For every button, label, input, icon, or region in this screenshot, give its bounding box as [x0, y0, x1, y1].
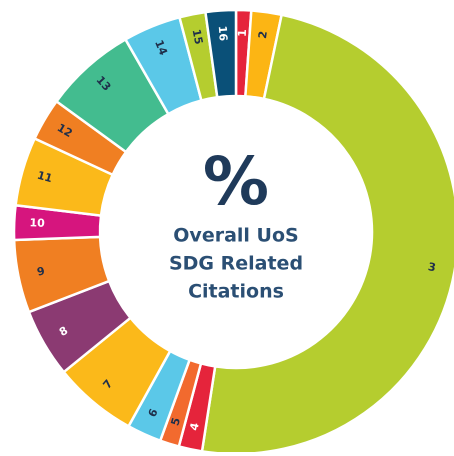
segment-label: 10: [29, 216, 45, 230]
segment-label: 1: [236, 29, 249, 37]
center-symbol: %: [203, 143, 269, 220]
segment-label: 2: [256, 30, 270, 39]
segment-label: 11: [36, 169, 54, 186]
segment-label: 9: [36, 264, 46, 278]
segment-label: 16: [216, 25, 230, 42]
segment-label: 15: [190, 28, 206, 46]
segment-label: 4: [187, 421, 201, 432]
segment-label: 14: [152, 38, 170, 57]
donut-segment: [204, 8, 238, 99]
segment-label: 3: [427, 260, 437, 274]
center-text: Overall UoS: [173, 225, 298, 247]
segment-label: 5: [169, 416, 184, 427]
center-text: SDG Related: [169, 253, 303, 275]
center-text: Citations: [188, 281, 284, 303]
